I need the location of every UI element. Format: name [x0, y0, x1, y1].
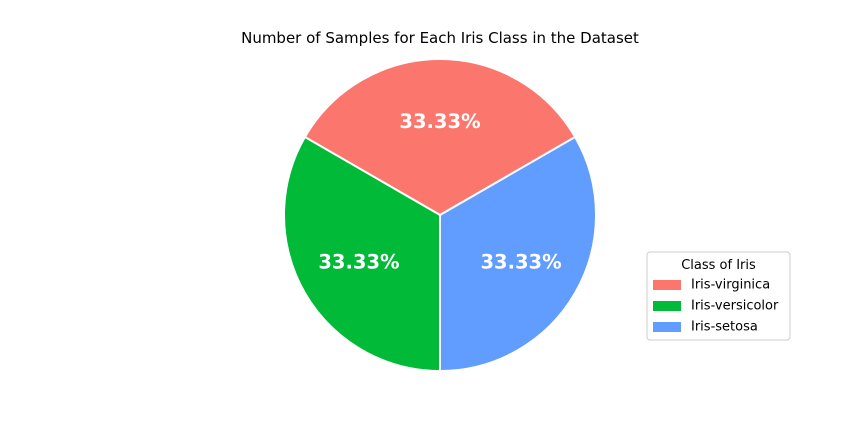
legend: Class of Iris Iris-virginica Iris-versico…	[646, 251, 791, 341]
legend-swatch-iris-setosa	[653, 322, 681, 332]
chart-title: Number of Samples for Each Iris Class in…	[241, 29, 639, 47]
slice-label-iris-versicolor: 33.33%	[318, 250, 399, 273]
legend-label-iris-virginica: Iris-virginica	[691, 278, 770, 293]
pie-slice-iris-setosa	[439, 136, 597, 372]
legend-label-iris-setosa: Iris-setosa	[691, 320, 758, 335]
slice-label-iris-setosa: 33.33%	[480, 250, 561, 273]
legend-swatch-iris-versicolor	[653, 301, 681, 311]
pie-slice-iris-versicolor	[283, 136, 441, 372]
legend-title: Class of Iris	[681, 258, 756, 273]
pie-slices	[283, 58, 597, 372]
legend-entries: Iris-virginica Iris-versicolor Iris-setosa	[653, 278, 779, 335]
legend-swatch-iris-virginica	[653, 280, 681, 290]
pie-slice-labels: 33.33% 33.33% 33.33%	[318, 110, 561, 273]
slice-label-iris-virginica: 33.33%	[399, 110, 480, 133]
legend-box	[646, 251, 791, 341]
legend-label-iris-versicolor: Iris-versicolor	[691, 299, 779, 314]
